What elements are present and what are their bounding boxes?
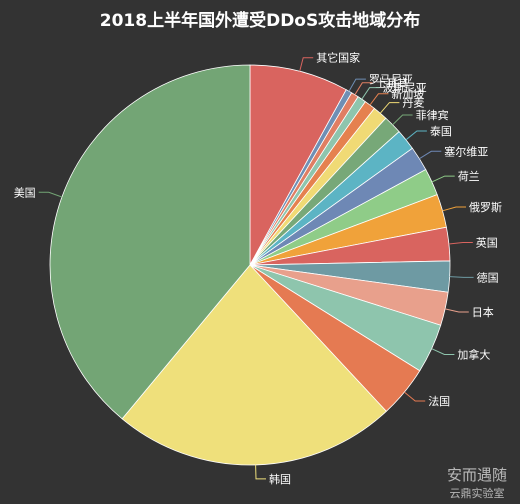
- leader-line-1: [348, 78, 366, 92]
- slice-label-13: 日本: [472, 305, 494, 319]
- slice-label-3: 波斯尼亚: [383, 82, 427, 95]
- leader-line-10: [442, 206, 466, 212]
- slice-label-2: 土耳其: [375, 77, 408, 90]
- leader-line-13: [444, 308, 469, 313]
- slice-label-17: 美国: [14, 186, 36, 199]
- leader-line-3: [361, 87, 380, 100]
- slice-label-10: 俄罗斯: [469, 201, 502, 214]
- leader-line-17: [38, 191, 63, 198]
- chart-title: 2018上半年国外遭受DDoS攻击地域分布: [100, 10, 420, 31]
- leader-line-6: [392, 114, 413, 126]
- leader-line-2: [354, 82, 373, 95]
- pie-labels: 其它国家罗马尼亚土耳其波斯尼亚新加坡丹麦菲律宾泰国塞尔维亚荷兰俄罗斯英国德国日本…: [14, 51, 502, 486]
- slice-label-0: 其它国家: [316, 51, 360, 65]
- slice-label-12: 德国: [477, 270, 499, 284]
- leader-line-12: [449, 276, 474, 278]
- slice-label-1: 罗马尼亚: [369, 73, 413, 86]
- leader-line-14: [431, 348, 455, 355]
- slice-label-16: 韩国: [269, 472, 291, 486]
- slice-label-14: 加拿大: [457, 348, 490, 362]
- leader-line-0: [299, 57, 314, 72]
- slice-label-8: 塞尔维亚: [444, 144, 488, 158]
- leader-line-9: [431, 175, 455, 183]
- leader-line-7: [405, 130, 427, 141]
- watermark-line1: 安而遇随: [447, 466, 507, 484]
- leader-line-8: [419, 150, 442, 160]
- leader-line-15: [404, 391, 426, 402]
- leader-line-11: [448, 242, 473, 245]
- leader-line-5: [379, 102, 400, 114]
- pie-slice-0[interactable]: [249, 64, 347, 266]
- pie-slices: [49, 64, 451, 466]
- slice-label-6: 菲律宾: [416, 108, 449, 122]
- slice-label-11: 英国: [476, 236, 498, 250]
- slice-label-9: 荷兰: [458, 170, 480, 183]
- slice-label-5: 丹麦: [402, 97, 424, 110]
- slice-label-4: 新加坡: [391, 87, 424, 101]
- slice-label-7: 泰国: [430, 124, 452, 138]
- watermark: 安而遇随 云鼎实验室: [447, 466, 507, 500]
- pie-slice-17[interactable]: [49, 64, 251, 420]
- slice-label-15: 法国: [428, 394, 450, 408]
- leader-line-4: [369, 93, 389, 106]
- pie-slice-16[interactable]: [121, 264, 387, 466]
- watermark-line2: 云鼎实验室: [450, 486, 505, 500]
- leader-line-16: [255, 464, 266, 480]
